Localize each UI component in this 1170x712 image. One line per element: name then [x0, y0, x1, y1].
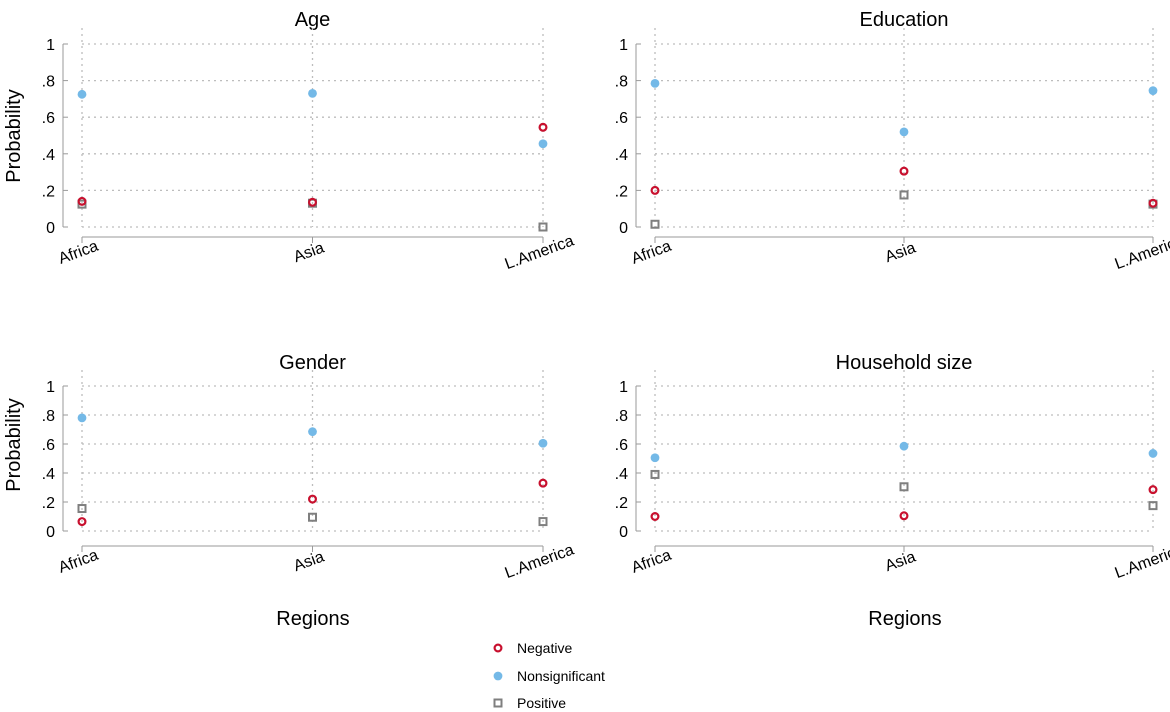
- x-tick-label-asia: Asia: [883, 239, 918, 266]
- legend-marker-negative: [493, 643, 503, 653]
- y-tick-label: .6: [42, 110, 55, 127]
- point-positive-asia: [308, 512, 317, 522]
- ylabel-bottom-left: Probability: [3, 398, 25, 491]
- point-negative-africa: [650, 511, 660, 521]
- point-positive-l-america: [538, 222, 548, 232]
- y-tick-label: 0: [619, 524, 628, 541]
- y-tick-label: .2: [615, 183, 628, 200]
- x-tick-label-asia: Asia: [883, 548, 918, 575]
- legend-label-positive: Positive: [517, 695, 566, 711]
- x-tick-label-l-america: L.America: [1113, 232, 1170, 273]
- point-negative-africa: [77, 517, 87, 527]
- x-tick-label-l-america: L.America: [503, 541, 577, 582]
- y-tick-label: .8: [615, 408, 628, 425]
- point-positive-asia: [899, 482, 909, 492]
- x-tick-label-asia: Asia: [291, 239, 326, 266]
- point-positive-asia: [899, 190, 909, 200]
- point-nonsignificant-asia: [899, 127, 909, 137]
- y-tick-label: 1: [619, 37, 628, 54]
- point-nonsignificant-africa: [77, 89, 87, 99]
- y-tick-label: .8: [42, 74, 55, 91]
- y-tick-label: 1: [46, 379, 55, 396]
- y-tick-label: 0: [46, 220, 55, 237]
- legend-entry-positive: Positive: [493, 695, 566, 711]
- point-positive-l-america: [538, 517, 548, 527]
- x-tick-label-africa: Africa: [56, 547, 100, 577]
- point-negative-asia: [899, 511, 909, 521]
- panel-household-size: Household size 0 .2 .4 .6 .8 1 Africa Asia L.Amer…: [615, 352, 1170, 582]
- point-negative-l-america: [538, 122, 548, 132]
- point-nonsignificant-l-america: [538, 438, 548, 448]
- point-nonsignificant-asia: [308, 89, 317, 98]
- point-nonsignificant-asia: [899, 441, 909, 451]
- point-nonsignificant-l-america: [1148, 86, 1158, 96]
- x-tick-label-africa: Africa: [629, 238, 673, 268]
- x-tick-label-l-america: L.America: [1113, 541, 1170, 582]
- point-negative-asia: [308, 197, 318, 207]
- y-tick-label: .6: [42, 437, 55, 454]
- x-tick-label-africa: Africa: [629, 547, 673, 577]
- x-tick-label-l-america: L.America: [503, 232, 577, 273]
- legend-entry-negative: Negative: [493, 640, 572, 656]
- legend: Negative Nonsignificant Positive: [493, 640, 605, 711]
- y-tick-label: 0: [619, 220, 628, 237]
- point-nonsignificant-africa: [650, 453, 660, 463]
- xlabel-right: Regions: [868, 608, 941, 630]
- xlabel-left: Regions: [276, 608, 349, 630]
- point-negative-l-america: [1148, 198, 1158, 208]
- point-negative-africa: [77, 196, 87, 206]
- legend-entry-nonsignificant: Nonsignificant: [493, 668, 605, 684]
- panel-gender: Gender 0 .2 .4 .6 .8 1 Africa Asia L.America: [42, 352, 577, 582]
- y-tick-label: .4: [615, 466, 628, 483]
- y-tick-label: .4: [42, 147, 55, 164]
- panel-title: Household size: [836, 352, 973, 374]
- y-tick-label: .2: [42, 495, 55, 512]
- legend-label-negative: Negative: [517, 640, 572, 656]
- y-tick-label: .6: [615, 437, 628, 454]
- point-positive-l-america: [1148, 501, 1158, 511]
- y-tick-label: 1: [619, 379, 628, 396]
- y-tick-label: .4: [42, 466, 55, 483]
- y-tick-label: .8: [42, 408, 55, 425]
- legend-label-nonsignificant: Nonsignificant: [517, 668, 605, 684]
- point-negative-l-america: [1148, 485, 1158, 495]
- x-tick-label-africa: Africa: [56, 238, 100, 268]
- point-negative-africa: [650, 185, 660, 195]
- x-tick-label-asia: Asia: [291, 548, 326, 575]
- point-nonsignificant-l-america: [1148, 449, 1158, 458]
- y-tick-label: .2: [42, 183, 55, 200]
- y-tick-label: .8: [615, 74, 628, 91]
- point-nonsignificant-l-america: [538, 139, 548, 149]
- panel-title: Gender: [279, 352, 346, 374]
- y-tick-label: 0: [46, 524, 55, 541]
- legend-marker-positive: [493, 698, 503, 708]
- y-tick-label: .6: [615, 110, 628, 127]
- panel-age: Age 0 .2 .4 .6 .8 1 Africa Asia L.America: [42, 9, 577, 273]
- point-negative-asia: [308, 494, 318, 504]
- point-positive-africa: [650, 469, 660, 479]
- point-negative-l-america: [538, 478, 548, 488]
- y-tick-label: 1: [46, 37, 55, 54]
- point-nonsignificant-asia: [308, 427, 317, 437]
- y-tick-label: .2: [615, 495, 628, 512]
- point-negative-asia: [899, 166, 909, 176]
- point-nonsignificant-africa: [77, 413, 87, 423]
- point-positive-africa: [77, 504, 87, 514]
- legend-marker-nonsignificant: [493, 671, 503, 681]
- y-tick-label: .4: [615, 147, 628, 164]
- panel-title: Education: [860, 9, 949, 31]
- ylabel-top-left: Probability: [3, 89, 25, 182]
- panel-title: Age: [295, 9, 331, 31]
- point-positive-africa: [650, 219, 660, 229]
- panel-education: Education 0 .2 .4 .6 .8 1 Africa Asia L.America: [615, 9, 1170, 273]
- point-nonsignificant-africa: [650, 78, 660, 88]
